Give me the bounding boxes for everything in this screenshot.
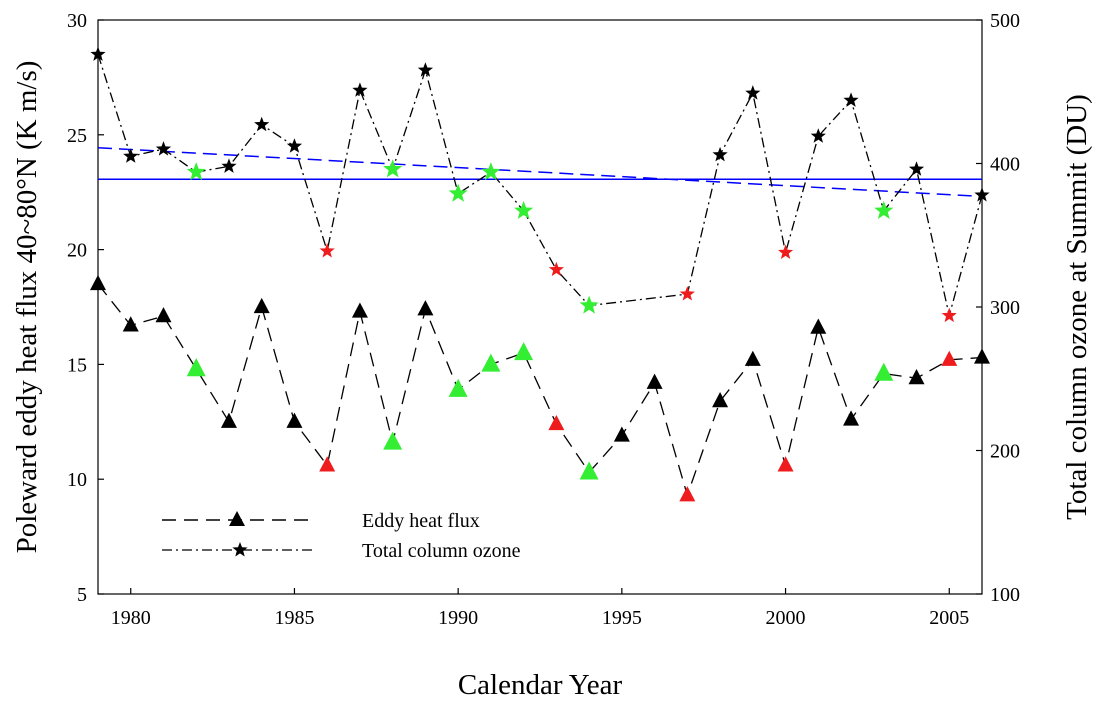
- total-ozone-point: [123, 148, 139, 163]
- total-ozone-line: [97, 54, 983, 316]
- reference-lines: [97, 146, 983, 198]
- eddy-heat-flux-point: [613, 426, 630, 442]
- eddy-heat-flux-point: [351, 302, 368, 318]
- eddy-heat-flux-point: [646, 373, 663, 389]
- x-tick-label: 1980: [111, 607, 151, 629]
- total-ozone-point: [155, 141, 172, 156]
- left-y-tick-label: 20: [67, 240, 87, 262]
- right-y-tick-label: 200: [990, 441, 1020, 463]
- total-ozone-point: [319, 243, 335, 258]
- total-ozone-point: [579, 295, 599, 314]
- eddy-heat-flux-point: [90, 274, 106, 291]
- eddy-heat-flux-point: [514, 342, 534, 361]
- eddy-heat-flux-point: [186, 358, 206, 377]
- eddy-heat-flux-point: [253, 297, 270, 314]
- left-y-tick-label: 15: [67, 354, 87, 376]
- plot-frame: [97, 19, 983, 595]
- total-ozone-point: [548, 261, 564, 277]
- total-ozone-point: [679, 286, 695, 301]
- eddy-heat-flux-point: [712, 392, 729, 408]
- eddy-heat-flux-point: [843, 410, 860, 426]
- left-y-axis-title: Poleward eddy heat flux 40~80°N (K m/s): [11, 61, 43, 554]
- eddy-heat-flux-point: [974, 348, 990, 364]
- x-axis-ticks: 1980 1985 1990 1995 2000 2005: [111, 588, 969, 629]
- eddy-heat-flux-point: [777, 456, 794, 472]
- eddy-heat-flux-point: [579, 461, 599, 480]
- right-y-tick-label: 100: [990, 584, 1020, 606]
- legend-eddy-label: Eddy heat flux: [362, 510, 480, 532]
- total-ozone-point: [90, 46, 106, 61]
- right-y-tick-label: 500: [990, 10, 1020, 32]
- x-tick-label: 1985: [274, 607, 314, 629]
- eddy-heat-flux-point: [810, 318, 827, 334]
- total-ozone-point: [448, 183, 468, 202]
- total-ozone-point: [481, 162, 501, 181]
- eddy-heat-flux-point: [679, 486, 696, 502]
- eddy-heat-flux-point: [744, 350, 761, 366]
- x-tick-label: 1995: [602, 607, 642, 629]
- total-ozone-point: [254, 116, 270, 132]
- total-ozone-point: [352, 82, 368, 97]
- legend-ozone-label: Total column ozone: [362, 540, 521, 562]
- left-y-tick-label: 30: [67, 10, 87, 32]
- eddy-heat-flux-point: [155, 307, 172, 323]
- eddy-heat-flux-point: [448, 378, 468, 397]
- eddy-heat-flux-point: [319, 456, 336, 472]
- x-tick-label: 2005: [929, 607, 969, 629]
- eddy-heat-flux-line: [97, 283, 983, 498]
- total-ozone-point: [874, 200, 894, 219]
- right-y-tick-label: 400: [990, 154, 1020, 176]
- total-ozone-point: [941, 307, 957, 323]
- x-axis-title: Calendar Year: [458, 669, 623, 701]
- total-ozone-point: [186, 162, 206, 181]
- legend: Eddy heat flux Total column ozone: [162, 510, 521, 562]
- total-ozone-point: [908, 161, 925, 176]
- eddy-heat-flux-point: [874, 362, 894, 381]
- left-y-tick-label: 25: [67, 125, 87, 147]
- total-ozone-point: [843, 92, 859, 107]
- legend-ozone-star-icon: [232, 542, 248, 557]
- total-ozone-point: [286, 138, 303, 153]
- eddy-heat-flux-point: [908, 369, 925, 385]
- right-y-axis-title: Total column ozone at Summit (DU): [1061, 94, 1093, 520]
- right-y-tick-label: 300: [990, 297, 1020, 319]
- total-ozone-point: [383, 159, 403, 178]
- eddy-heat-flux-point: [383, 431, 403, 450]
- total-ozone-point: [810, 128, 826, 143]
- total-ozone-point: [974, 187, 990, 202]
- legend-eddy-triangle-icon: [229, 511, 245, 526]
- eddy-heat-flux-point: [417, 300, 434, 316]
- x-tick-label: 1990: [438, 607, 478, 629]
- eddy-heat-flux-point: [548, 414, 565, 431]
- ozone-trend-line: [97, 146, 983, 198]
- eddy-heat-flux-point: [941, 350, 958, 366]
- right-y-axis-ticks: 100 200 300 400 500: [976, 10, 1020, 606]
- eddy-heat-flux-point: [122, 316, 139, 332]
- total-ozone-point: [712, 146, 728, 162]
- series-lines: [97, 54, 983, 498]
- left-y-tick-label: 5: [77, 584, 87, 606]
- x-tick-label: 2000: [766, 607, 806, 629]
- total-ozone-point: [221, 158, 237, 173]
- total-ozone-point: [417, 62, 434, 77]
- left-y-axis-ticks: 5 10 15 20 25 30: [67, 10, 104, 606]
- data-markers: [90, 46, 990, 502]
- total-ozone-point: [745, 85, 761, 100]
- left-y-tick-label: 10: [67, 469, 87, 491]
- eddy-heat-flux-point: [481, 353, 501, 372]
- total-ozone-point: [777, 244, 794, 259]
- eddy-heat-flux-point: [220, 412, 237, 428]
- total-ozone-point: [514, 200, 534, 219]
- eddy-heat-flux-point: [286, 412, 303, 428]
